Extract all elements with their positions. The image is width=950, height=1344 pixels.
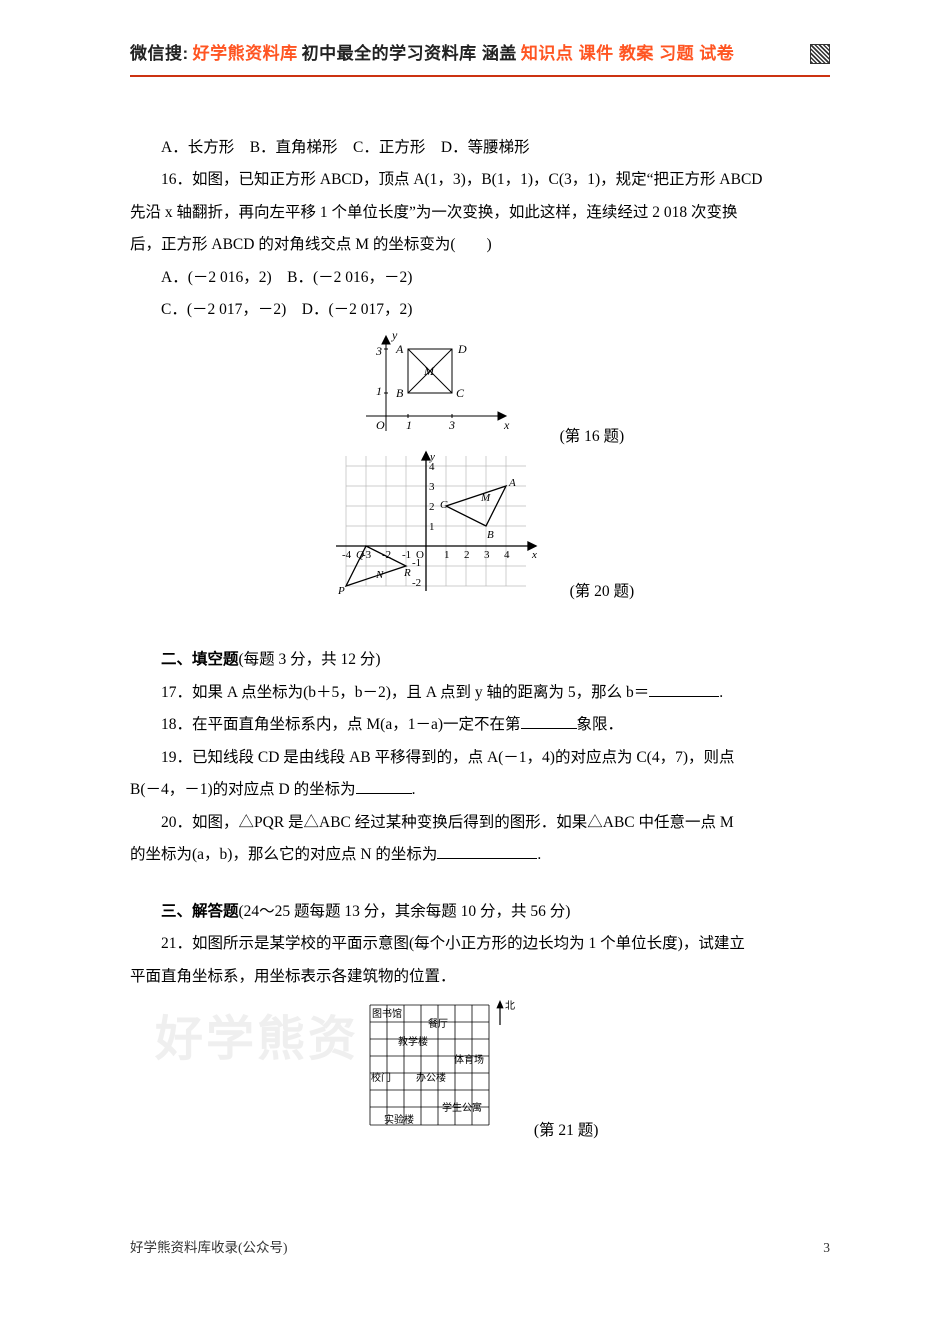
header-tags: 知识点 课件 教案 习题 试卷 bbox=[521, 36, 734, 72]
svg-text:校门: 校门 bbox=[371, 1071, 391, 1084]
svg-text:图书馆: 图书馆 bbox=[372, 1007, 402, 1020]
svg-text:办公楼: 办公楼 bbox=[416, 1071, 446, 1084]
svg-text:y: y bbox=[391, 331, 398, 342]
header-prefix: 微信搜: bbox=[130, 36, 189, 72]
figure-20-svg: y x O A B C M P Q R N 4321 1234 -1-2-3-4… bbox=[326, 446, 566, 596]
svg-text:3: 3 bbox=[448, 418, 455, 432]
svg-text:P: P bbox=[337, 585, 345, 596]
svg-text:-2: -2 bbox=[382, 549, 391, 561]
q17-blank bbox=[649, 681, 719, 697]
q20-l2: 的坐标为(a，b)，那么它的对应点 N 的坐标为. bbox=[130, 839, 830, 872]
section-3-title: 三、解答题(24～25 题每题 13 分，其余每题 10 分，共 56 分) bbox=[130, 896, 830, 929]
figure-21-svg: 北 图书馆 餐厅 教学楼 体育场 校门 办公楼 学生公寓 实验楼 bbox=[360, 995, 530, 1135]
q21-l1: 21．如图所示是某学校的平面示意图(每个小正方形的边长均为 1 个单位长度)，试… bbox=[130, 928, 830, 961]
svg-text:M: M bbox=[480, 492, 491, 504]
svg-text:x: x bbox=[531, 549, 537, 561]
q16-opts-a: A．(－2 016，2) B．(－2 016，－2) bbox=[130, 262, 830, 295]
svg-text:R: R bbox=[403, 567, 411, 579]
footer-left: 好学熊资料库收录(公众号) bbox=[130, 1234, 288, 1262]
svg-text:C: C bbox=[440, 499, 448, 511]
qr-icon bbox=[810, 44, 830, 64]
svg-text:2: 2 bbox=[464, 549, 470, 561]
svg-text:D: D bbox=[457, 342, 467, 356]
svg-text:4: 4 bbox=[504, 549, 510, 561]
svg-text:教学楼: 教学楼 bbox=[398, 1035, 428, 1048]
svg-text:3: 3 bbox=[375, 344, 382, 358]
svg-text:体育场: 体育场 bbox=[454, 1053, 484, 1066]
q16-line1: 16．如图，已知正方形 ABCD，顶点 A(1，3)，B(1，1)，C(3，1)… bbox=[130, 164, 830, 197]
q21-l2: 平面直角坐标系，用坐标表示各建筑物的位置． bbox=[130, 961, 830, 994]
svg-text:餐厅: 餐厅 bbox=[428, 1017, 448, 1030]
svg-text:B: B bbox=[396, 386, 404, 400]
svg-text:1: 1 bbox=[429, 521, 435, 533]
page-footer: 好学熊资料库收录(公众号) 3 bbox=[130, 1234, 830, 1262]
svg-text:N: N bbox=[375, 569, 384, 581]
svg-text:-4: -4 bbox=[342, 549, 352, 561]
q16-line3: 后，正方形 ABCD 的对角线交点 M 的坐标变为( ) bbox=[130, 229, 830, 262]
q18: 18．在平面直角坐标系内，点 M(a，1－a)一定不在第象限． bbox=[130, 709, 830, 742]
q17: 17．如果 A 点坐标为(b＋5，b－2)，且 A 点到 y 轴的距离为 5，那… bbox=[130, 677, 830, 710]
q20-blank bbox=[437, 844, 537, 860]
svg-text:3: 3 bbox=[429, 481, 435, 493]
header-mid: 初中最全的学习资料库 涵盖 bbox=[302, 36, 517, 72]
svg-text:1: 1 bbox=[444, 549, 450, 561]
svg-text:C: C bbox=[456, 386, 465, 400]
svg-text:4: 4 bbox=[429, 461, 435, 473]
figure-16-caption: (第 16 题) bbox=[560, 428, 625, 445]
svg-text:A: A bbox=[508, 477, 516, 489]
q16-line2: 先沿 x 轴翻折，再向左平移 1 个单位长度”为一次变换，如此这样，连续经过 2… bbox=[130, 197, 830, 230]
figures-16-20: AD BC M O 1 3 3 1 y x (第 1 bbox=[130, 331, 830, 600]
svg-text:3: 3 bbox=[484, 549, 490, 561]
svg-text:x: x bbox=[503, 418, 510, 432]
figure-16-svg: A D B C M O 1 3 3 1 y x bbox=[336, 331, 556, 441]
svg-text:-1: -1 bbox=[412, 557, 421, 569]
q15-options: A．长方形 B．直角梯形 C．正方形 D．等腰梯形 bbox=[130, 132, 830, 165]
q16-opts-c: C．(－2 017，－2) D．(－2 017，2) bbox=[130, 294, 830, 327]
svg-text:M: M bbox=[423, 364, 435, 378]
svg-text:O: O bbox=[376, 418, 385, 432]
q20-l1: 20．如图，△PQR 是△ABC 经过某种变换后得到的图形．如果△ABC 中任意… bbox=[130, 807, 830, 840]
svg-text:2: 2 bbox=[429, 501, 435, 513]
svg-text:-3: -3 bbox=[362, 549, 372, 561]
header-brand: 好学熊资料库 bbox=[193, 36, 298, 72]
svg-text:B: B bbox=[487, 529, 494, 541]
svg-text:1: 1 bbox=[406, 418, 412, 432]
figure-20-caption: (第 20 题) bbox=[570, 583, 635, 600]
svg-text:学生公寓: 学生公寓 bbox=[442, 1101, 482, 1114]
page-header: 微信搜: 好学熊资料库 初中最全的学习资料库 涵盖 知识点 课件 教案 习题 试… bbox=[130, 36, 830, 77]
q19-l2: B(－4，－1)的对应点 D 的坐标为. bbox=[130, 774, 830, 807]
svg-text:-2: -2 bbox=[412, 577, 421, 589]
content-body: A．长方形 B．直角梯形 C．正方形 D．等腰梯形 16．如图，已知正方形 AB… bbox=[130, 132, 830, 1139]
q18-blank bbox=[521, 714, 577, 730]
svg-text:A: A bbox=[395, 342, 404, 356]
svg-text:-1: -1 bbox=[402, 549, 411, 561]
q19-l1: 19．已知线段 CD 是由线段 AB 平移得到的，点 A(－1，4)的对应点为 … bbox=[130, 742, 830, 775]
svg-text:1: 1 bbox=[376, 384, 382, 398]
svg-text:实验楼: 实验楼 bbox=[384, 1113, 414, 1126]
svg-text:北: 北 bbox=[505, 1000, 515, 1012]
q19-blank bbox=[356, 779, 412, 795]
section-2-title: 二、填空题(每题 3 分，共 12 分) bbox=[130, 644, 830, 677]
figure-21-caption: (第 21 题) bbox=[534, 1122, 599, 1139]
page-number: 3 bbox=[823, 1234, 830, 1262]
